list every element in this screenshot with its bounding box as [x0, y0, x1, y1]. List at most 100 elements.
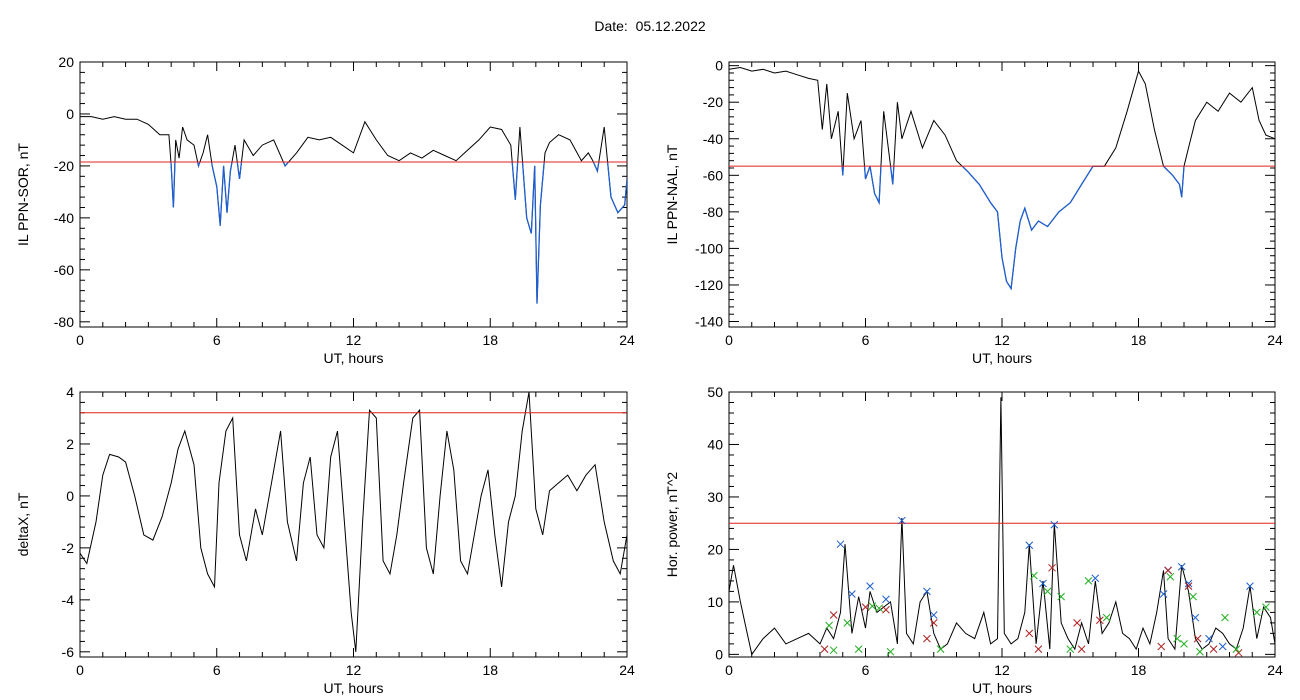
green-x-marker — [1084, 577, 1093, 585]
series-below-threshold — [841, 166, 1185, 291]
blue-x-marker — [1218, 642, 1227, 651]
red-x-marker — [820, 645, 829, 653]
y-tick-label: 4 — [66, 384, 74, 400]
green-x-marker — [868, 602, 877, 610]
green-x-marker — [1102, 613, 1111, 622]
y-tick-label: 0 — [715, 646, 723, 662]
blue-x-marker — [847, 590, 856, 598]
blue-x-marker — [1205, 634, 1213, 643]
blue-x-marker — [1177, 562, 1186, 571]
y-tick-label: -40 — [703, 131, 723, 147]
green-x-marker — [854, 645, 863, 653]
chart-panel-4 — [728, 391, 1276, 658]
x-tick-label: 12 — [994, 662, 1010, 678]
y-tick-label: 0 — [715, 58, 723, 74]
y-tick-label: -80 — [703, 204, 723, 220]
blue-x-marker — [882, 595, 890, 604]
green-x-marker — [1252, 608, 1261, 617]
blue-x-marker — [1191, 613, 1200, 622]
x-tick-label: 18 — [482, 332, 498, 348]
red-x-marker — [923, 634, 931, 643]
red-x-marker — [1157, 642, 1166, 651]
green-x-marker — [1221, 613, 1229, 622]
page-title: Date: 05.12.2022 — [594, 18, 706, 34]
blue-x-marker — [923, 587, 931, 596]
y-tick-label: 0 — [66, 488, 74, 504]
y-tick-label: 20 — [707, 541, 723, 557]
blue-x-marker — [836, 540, 845, 549]
x-tick-label: 18 — [482, 662, 498, 678]
y-tick-label: -2 — [62, 540, 75, 556]
blue-x-marker — [1039, 579, 1047, 588]
green-x-marker — [875, 604, 884, 613]
y-tick-label: 40 — [707, 436, 723, 452]
y-tick-label: -60 — [54, 262, 74, 278]
blue-x-marker — [1184, 579, 1193, 588]
green-x-marker — [936, 645, 945, 653]
red-x-marker — [1193, 634, 1202, 643]
green-x-marker — [1066, 645, 1075, 653]
red-x-marker — [829, 611, 838, 619]
green-x-marker — [1180, 640, 1188, 648]
y-axis-label: IL PPN-SOR, nT — [15, 143, 31, 246]
x-tick-label: 18 — [1131, 332, 1147, 348]
plot-frame — [728, 61, 1276, 328]
x-axis-label: UT, hours — [324, 350, 384, 366]
x-tick-label: 6 — [862, 332, 870, 348]
red-x-marker — [1234, 648, 1243, 657]
x-tick-label: 24 — [619, 662, 635, 678]
green-x-marker — [1173, 634, 1182, 643]
blue-x-marker — [1025, 541, 1034, 550]
red-x-marker — [1095, 616, 1104, 625]
chart-panel-1 — [79, 61, 628, 328]
y-tick-label: -80 — [54, 314, 74, 330]
green-x-marker — [1196, 647, 1204, 656]
red-x-marker — [1184, 582, 1193, 591]
x-tick-label: 24 — [1267, 662, 1283, 678]
chart-panel-3 — [79, 391, 628, 658]
blue-x-marker — [1050, 520, 1059, 529]
green-x-marker — [825, 621, 833, 630]
y-tick-label: -6 — [62, 644, 75, 660]
plot-frame — [728, 391, 1276, 658]
y-axis-label: deltaX, nT — [15, 492, 31, 556]
blue-x-marker — [1246, 582, 1254, 591]
red-x-marker — [882, 605, 890, 614]
y-tick-label: 10 — [707, 594, 723, 610]
blue-x-marker — [866, 582, 874, 591]
red-x-marker — [929, 619, 938, 627]
x-tick-label: 18 — [1131, 662, 1147, 678]
red-x-marker — [1048, 563, 1056, 572]
blue-x-marker — [1159, 590, 1168, 598]
y-tick-label: -60 — [703, 167, 723, 183]
y-tick-label: 0 — [66, 106, 74, 122]
x-tick-label: 12 — [346, 332, 362, 348]
y-tick-label: 50 — [707, 384, 723, 400]
blue-x-marker — [1091, 574, 1100, 583]
y-tick-label: -20 — [703, 94, 723, 110]
green-x-marker — [886, 647, 895, 656]
x-tick-label: 0 — [725, 332, 733, 348]
y-tick-label: 2 — [66, 436, 74, 452]
x-tick-label: 6 — [213, 662, 221, 678]
series-line — [80, 116, 627, 304]
y-tick-label: 30 — [707, 489, 723, 505]
chart-panel-2 — [728, 61, 1276, 328]
green-x-marker — [1166, 572, 1175, 581]
red-x-marker — [861, 603, 870, 612]
series-line — [80, 392, 627, 652]
red-x-marker — [1073, 619, 1081, 627]
red-x-marker — [1077, 645, 1086, 653]
x-tick-label: 0 — [76, 332, 84, 348]
red-x-marker — [1034, 645, 1043, 653]
blue-x-marker — [929, 611, 938, 619]
green-x-marker — [1043, 587, 1052, 596]
y-tick-label: -120 — [695, 277, 723, 293]
y-tick-label: 20 — [58, 54, 74, 70]
x-tick-label: 6 — [213, 332, 221, 348]
y-axis-label: IL PPN-NAL, nT — [664, 144, 680, 244]
green-x-marker — [1232, 645, 1241, 653]
series-below-threshold — [170, 162, 627, 304]
y-tick-label: -40 — [54, 210, 74, 226]
